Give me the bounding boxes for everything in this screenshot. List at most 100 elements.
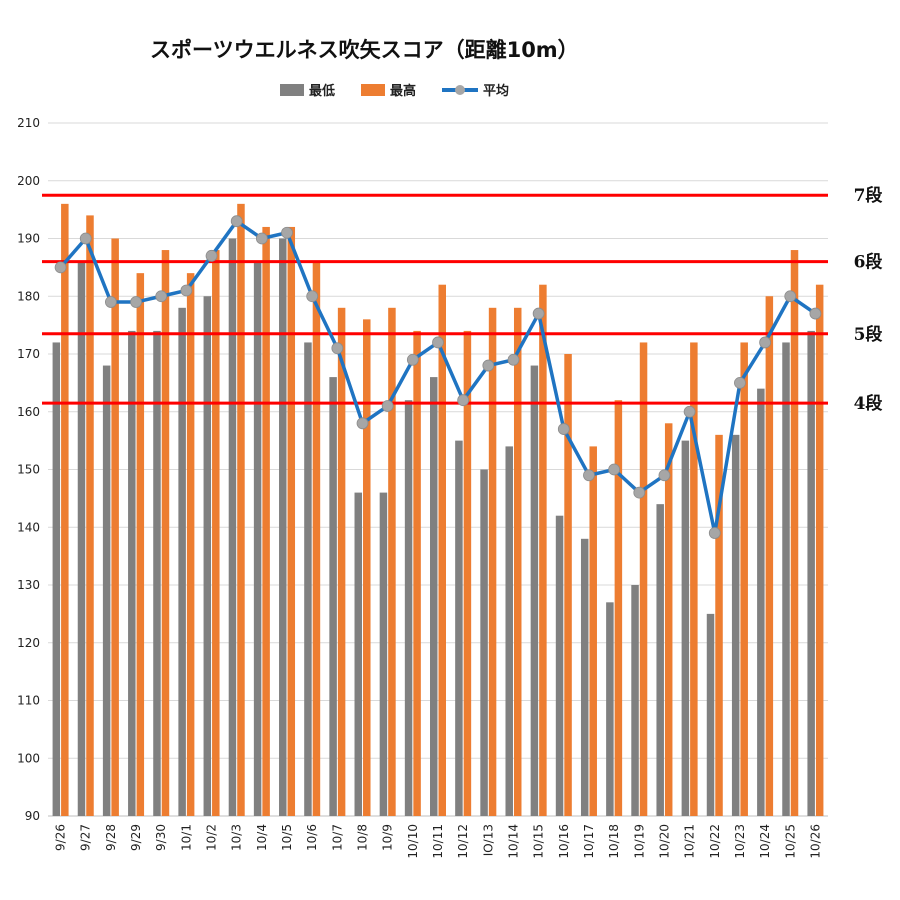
avg-point	[708, 527, 721, 539]
y-tick-label: 120	[17, 636, 40, 650]
bar-min	[480, 469, 488, 816]
avg-point	[457, 394, 470, 407]
bar-max	[539, 284, 547, 816]
y-tick-label: 150	[17, 463, 40, 477]
bar-max	[438, 284, 446, 816]
bar-min	[580, 538, 589, 816]
x-tick-label: 10/22	[708, 824, 722, 859]
avg-point	[155, 290, 168, 303]
rank-label: 7段	[854, 185, 883, 206]
x-tick-label: 9/29	[129, 824, 143, 851]
bar-min	[329, 377, 337, 816]
bar-min	[379, 492, 388, 816]
avg-point	[306, 290, 319, 303]
bar-min	[279, 238, 287, 816]
avg-point	[381, 400, 394, 412]
y-tick-label: 200	[17, 174, 40, 188]
y-tick-label: 170	[17, 347, 40, 361]
avg-point	[432, 336, 444, 349]
legend-item-max: 最高	[361, 80, 416, 99]
x-tick-label: 10/1	[179, 824, 193, 851]
bar-max	[740, 342, 748, 816]
avg-point	[331, 342, 344, 355]
avg-point	[105, 296, 117, 308]
x-tick-label: 10/20	[657, 824, 671, 859]
x-tick-label: 10/26	[808, 824, 822, 859]
bar-min	[731, 434, 740, 816]
rank-label: 4段	[854, 393, 883, 414]
bar-min	[128, 330, 136, 816]
bar-max	[564, 354, 572, 816]
x-tick-label: 9/27	[79, 824, 93, 851]
avg-point	[356, 417, 369, 430]
avg-point	[532, 307, 545, 320]
x-tick-label: 10/2	[205, 824, 219, 851]
rank-label: 5段	[854, 324, 883, 345]
bar-max	[237, 203, 245, 817]
bar-max	[287, 226, 296, 816]
x-tick-label: 10/8	[356, 824, 370, 851]
bar-max	[589, 446, 597, 816]
bar-min	[178, 307, 186, 816]
legend-swatch-max	[361, 83, 386, 96]
avg-point	[809, 307, 822, 320]
bar-max	[363, 319, 371, 816]
x-tick-label: 10/7	[330, 824, 344, 851]
avg-point	[507, 353, 520, 366]
y-tick-label: 130	[17, 578, 40, 592]
bar-min	[430, 377, 438, 816]
bar-min	[228, 238, 237, 816]
bar-max	[513, 307, 522, 816]
avg-point	[205, 249, 218, 262]
avg-point	[406, 353, 419, 366]
bar-max	[111, 238, 119, 816]
x-tick-label: 10/5	[280, 824, 294, 851]
avg-point	[759, 336, 771, 349]
bar-min	[404, 400, 413, 816]
bar-max	[664, 423, 673, 816]
bar-min	[606, 602, 614, 816]
bar-max	[488, 307, 497, 816]
bar-min	[77, 261, 86, 817]
bar-max	[790, 250, 799, 817]
x-tick-label: 9/26	[54, 824, 68, 851]
bar-min	[631, 585, 639, 816]
bar-min	[706, 613, 715, 816]
x-tick-label: 9/30	[154, 824, 168, 851]
bar-max	[690, 342, 698, 816]
bar-min	[52, 342, 61, 816]
legend: 最低 最高 平均	[280, 80, 509, 99]
avg-point	[658, 469, 671, 482]
legend-label-min: 最低	[309, 84, 336, 99]
y-tick-label: 90	[25, 809, 40, 823]
avg-point	[734, 376, 746, 389]
y-tick-label: 180	[17, 289, 40, 303]
bar-min	[757, 388, 765, 816]
bar-min	[505, 446, 513, 816]
x-tick-label: 10/9	[381, 824, 395, 851]
x-tick-label: 10/12	[456, 824, 470, 859]
bar-min	[354, 492, 363, 816]
avg-point	[633, 486, 646, 499]
x-tick-label: IO/13	[481, 824, 495, 856]
y-tick-label: 100	[17, 751, 40, 765]
y-tick-label: 160	[17, 405, 40, 419]
x-tick-label: 10/15	[532, 824, 546, 859]
y-tick-label: 110	[17, 694, 40, 708]
y-tick-label: 140	[17, 520, 40, 534]
legend-swatch-avg	[442, 84, 479, 96]
chart-title: スポーツウエルネス吹矢スコア（距離10m）	[150, 38, 579, 62]
avg-point	[130, 296, 142, 308]
bar-min	[656, 504, 664, 816]
legend-label-avg: 平均	[483, 84, 510, 99]
avg-point	[281, 226, 293, 239]
bar-max	[614, 400, 623, 816]
x-tick-label: 10/18	[607, 824, 621, 859]
avg-series-line	[59, 219, 817, 535]
bar-max	[715, 434, 723, 816]
rank-label: 6段	[854, 252, 883, 273]
x-tick-label: 10/19	[632, 824, 646, 859]
bar-max	[186, 273, 195, 816]
avg-point	[255, 232, 268, 245]
